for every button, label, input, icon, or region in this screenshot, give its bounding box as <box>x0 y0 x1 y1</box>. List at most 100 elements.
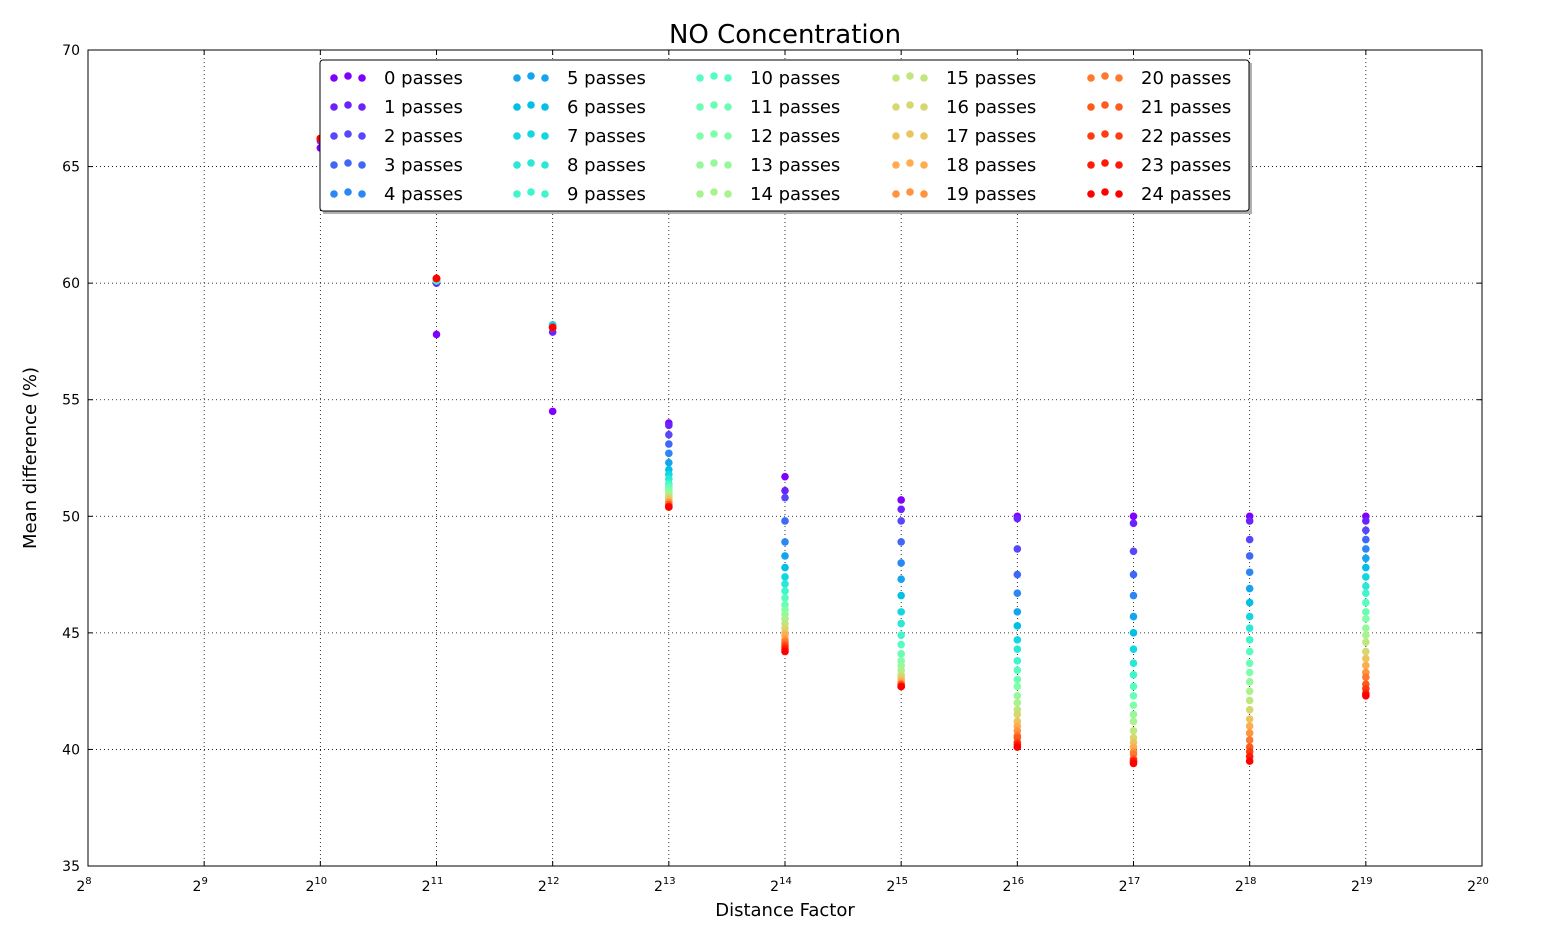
data-point <box>1245 659 1254 667</box>
data-point <box>1129 759 1138 768</box>
data-point <box>1129 726 1138 735</box>
legend-label: 23 passes <box>1141 155 1231 176</box>
legend-label: 18 passes <box>946 155 1036 176</box>
legend-marker <box>527 130 535 138</box>
legend: 0 passes 1 passes 2 passes 3 passes 4 passes… <box>319 59 1252 214</box>
data-points <box>316 134 1370 768</box>
legend-marker <box>527 72 535 80</box>
legend-marker <box>1101 101 1109 109</box>
x-tick-label: 213 <box>654 876 676 895</box>
legend-marker <box>344 72 352 80</box>
x-tick-label: 215 <box>886 876 908 895</box>
data-point <box>1129 591 1138 600</box>
data-point <box>1362 554 1370 563</box>
legend-marker <box>513 74 521 82</box>
data-point <box>1013 657 1022 665</box>
legend-label: 4 passes <box>384 184 463 205</box>
legend-marker <box>710 101 718 109</box>
legend-label: 21 passes <box>1141 97 1231 118</box>
data-point <box>1362 673 1370 681</box>
data-point <box>1245 535 1254 544</box>
data-point <box>781 563 789 572</box>
y-tick-label: 60 <box>62 276 80 292</box>
data-point <box>897 505 905 514</box>
data-point <box>1245 612 1254 621</box>
data-point <box>781 587 789 595</box>
legend-marker <box>541 190 549 198</box>
legend-label: 2 passes <box>384 126 463 147</box>
data-point <box>1129 692 1138 700</box>
data-point <box>1362 631 1370 639</box>
data-point <box>1362 589 1370 598</box>
data-point <box>781 580 789 588</box>
legend-marker <box>358 190 366 198</box>
legend-marker <box>906 72 914 80</box>
x-tick-label: 216 <box>1003 876 1025 895</box>
legend-marker <box>1115 74 1123 82</box>
data-point <box>1245 705 1254 714</box>
legend-marker <box>358 161 366 169</box>
legend-marker <box>892 161 900 169</box>
data-point <box>1245 696 1254 705</box>
legend-label: 7 passes <box>567 126 646 147</box>
x-tick-label: 28 <box>76 876 91 895</box>
data-point <box>1013 545 1022 553</box>
y-tick-label: 35 <box>62 859 80 875</box>
legend-marker <box>906 101 914 109</box>
legend-marker <box>344 130 352 138</box>
legend-label: 12 passes <box>750 126 840 147</box>
data-point <box>665 458 673 467</box>
data-point <box>1013 682 1022 691</box>
data-point <box>1129 645 1138 653</box>
data-point <box>1013 608 1022 616</box>
legend-item: 21 passes <box>1087 97 1231 118</box>
legend-marker <box>696 74 704 82</box>
x-tick-label: 29 <box>193 876 208 895</box>
legend-marker <box>330 103 338 111</box>
legend-marker <box>513 103 521 111</box>
data-point <box>1362 638 1370 646</box>
legend-label: 9 passes <box>567 184 646 205</box>
data-point <box>781 573 789 581</box>
data-point <box>1245 552 1254 560</box>
data-point <box>1362 517 1370 525</box>
legend-marker <box>724 132 732 140</box>
legend-item: 7 passes <box>513 126 646 147</box>
legend-marker <box>344 159 352 167</box>
legend-marker <box>358 132 366 140</box>
legend-label: 14 passes <box>750 184 840 205</box>
legend-item: 0 passes <box>330 68 463 89</box>
legend-item: 20 passes <box>1087 68 1231 89</box>
data-point <box>897 559 905 567</box>
data-point <box>1362 598 1370 607</box>
data-point <box>665 430 673 439</box>
legend-marker <box>527 159 535 167</box>
y-axis-title: Mean difference (%) <box>20 367 41 549</box>
data-point <box>1245 678 1254 686</box>
data-point <box>781 517 789 525</box>
legend-marker <box>513 161 521 169</box>
legend-label: 11 passes <box>750 97 840 118</box>
legend-label: 1 passes <box>384 97 463 118</box>
data-point <box>1013 666 1022 674</box>
data-point <box>1129 570 1138 579</box>
legend-marker <box>1115 132 1123 140</box>
legend-marker <box>892 103 900 111</box>
x-tick-label: 218 <box>1235 876 1257 895</box>
data-point <box>897 608 905 616</box>
legend-marker <box>920 190 928 198</box>
legend-marker <box>1115 190 1123 198</box>
data-point <box>897 496 905 504</box>
data-point <box>897 591 905 600</box>
legend-item: 9 passes <box>513 184 646 205</box>
legend-label: 15 passes <box>946 68 1036 89</box>
data-point <box>1362 526 1370 535</box>
legend-marker <box>710 159 718 167</box>
legend-marker <box>892 190 900 198</box>
x-axis-title: Distance Factor <box>715 900 855 921</box>
legend-marker <box>696 161 704 169</box>
legend-label: 10 passes <box>750 68 840 89</box>
legend-item: 2 passes <box>330 126 463 147</box>
legend-marker <box>1087 74 1095 82</box>
legend-marker <box>358 74 366 82</box>
